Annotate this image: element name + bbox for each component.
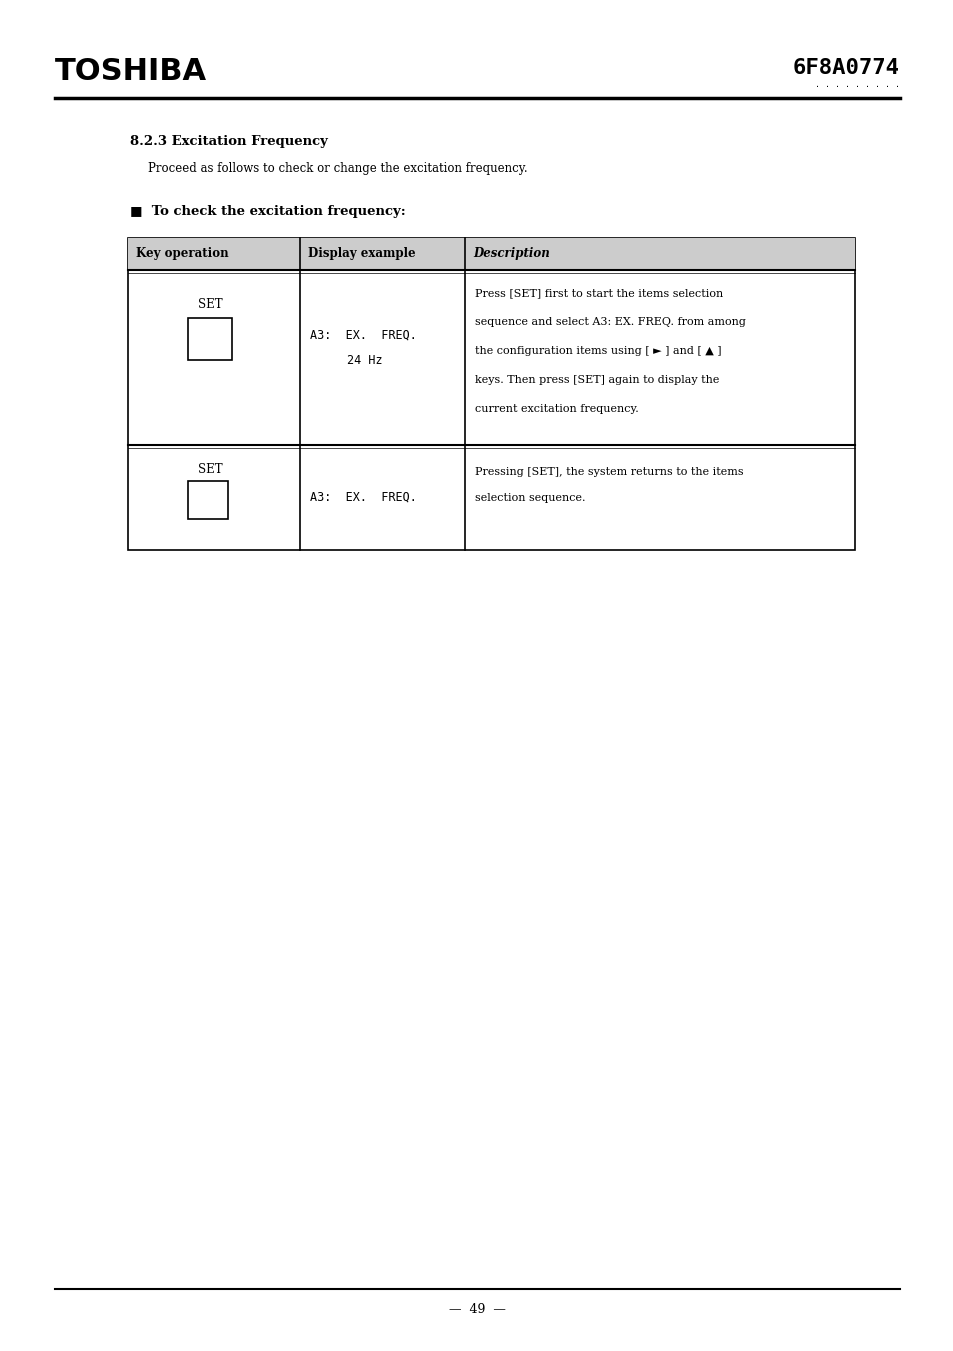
Text: A3:  EX.  FREQ.: A3: EX. FREQ. bbox=[310, 490, 416, 504]
Text: 24 Hz: 24 Hz bbox=[347, 354, 382, 366]
Bar bbox=[188, 317, 232, 359]
Text: Pressing [SET], the system returns to the items: Pressing [SET], the system returns to th… bbox=[475, 467, 742, 477]
Text: 6F8A0774: 6F8A0774 bbox=[792, 58, 899, 78]
Text: . . . . . . . . .: . . . . . . . . . bbox=[814, 80, 899, 89]
Text: ■  To check the excitation frequency:: ■ To check the excitation frequency: bbox=[130, 205, 405, 218]
Bar bbox=[128, 238, 854, 550]
Text: keys. Then press [SET] again to display the: keys. Then press [SET] again to display … bbox=[475, 376, 719, 385]
Text: Description: Description bbox=[473, 247, 549, 261]
Text: SET: SET bbox=[197, 299, 222, 311]
Text: 8.2.3 Excitation Frequency: 8.2.3 Excitation Frequency bbox=[130, 135, 328, 149]
Text: sequence and select A3: EX. FREQ. from among: sequence and select A3: EX. FREQ. from a… bbox=[475, 317, 745, 327]
Text: TOSHIBA: TOSHIBA bbox=[55, 58, 207, 86]
Text: selection sequence.: selection sequence. bbox=[475, 493, 585, 503]
Text: Press [SET] first to start the items selection: Press [SET] first to start the items sel… bbox=[475, 288, 722, 299]
Text: A3:  EX.  FREQ.: A3: EX. FREQ. bbox=[310, 328, 416, 342]
Bar bbox=[128, 238, 854, 270]
Bar bbox=[188, 481, 228, 519]
Text: the configuration items using [ ► ] and [ ▲ ]: the configuration items using [ ► ] and … bbox=[475, 346, 720, 357]
Text: SET: SET bbox=[197, 463, 222, 476]
Text: Display example: Display example bbox=[308, 247, 416, 261]
Text: Key operation: Key operation bbox=[136, 247, 229, 261]
Text: Proceed as follows to check or change the excitation frequency.: Proceed as follows to check or change th… bbox=[148, 162, 527, 176]
Text: —  49  —: — 49 — bbox=[448, 1302, 505, 1316]
Text: current excitation frequency.: current excitation frequency. bbox=[475, 404, 639, 413]
